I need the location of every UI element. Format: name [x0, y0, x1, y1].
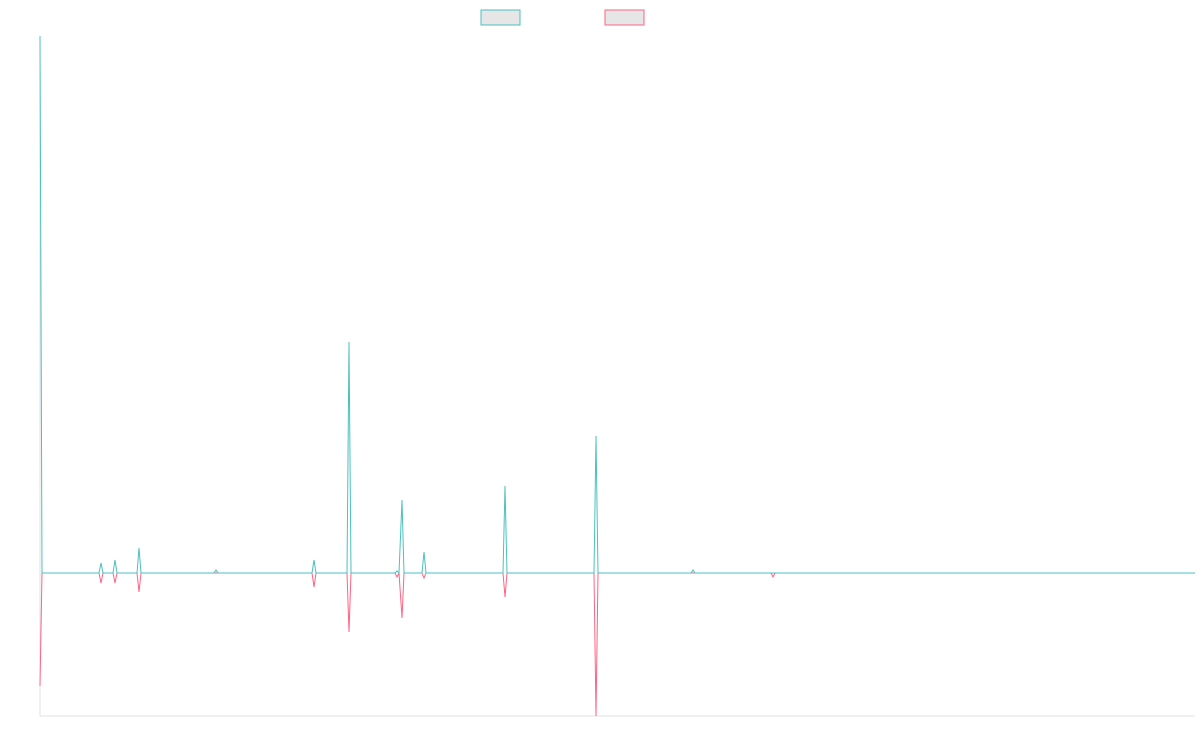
legend-swatch: [480, 9, 521, 26]
series-line: [39, 35, 1195, 575]
series-line: [39, 571, 1195, 717]
legend-swatch: [604, 9, 645, 26]
